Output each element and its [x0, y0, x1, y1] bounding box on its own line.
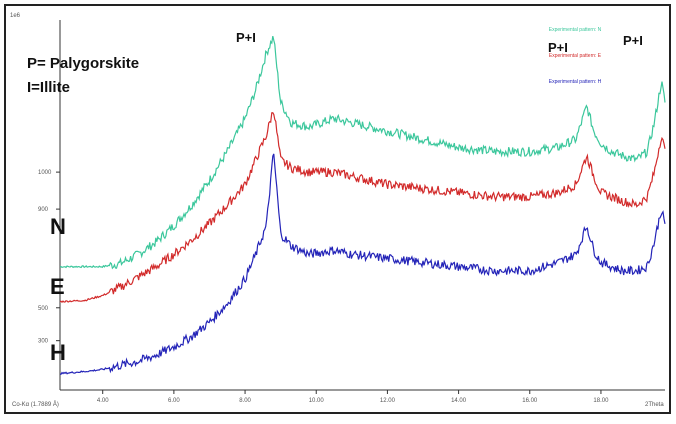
instrument-label: Co-Kα (1.7889 Å)	[12, 401, 59, 408]
legend-illite: I=Illite	[27, 79, 70, 96]
chart-border	[4, 4, 671, 414]
legend-entry-e: Experimental pattern: E	[549, 53, 602, 59]
sample-label-h: H	[50, 340, 66, 365]
x-ticks: 4.00 6.00 8.00 10.00 12.00 14.00 16.00 18.00	[97, 390, 609, 404]
series-layer	[59, 35, 666, 375]
x-tick-label: 18.00	[593, 398, 609, 404]
peak-label-3: P+I	[623, 33, 643, 48]
series-line-e	[59, 112, 666, 304]
legend-palygorskite: P= Palygorskite	[27, 55, 139, 72]
series-line-n	[59, 35, 666, 270]
x-tick-label: 6.00	[168, 398, 180, 404]
series-legend: Experimental pattern: N Experimental patt…	[549, 27, 602, 85]
x-tick-label: 16.00	[522, 398, 538, 404]
sample-label-n: N	[50, 214, 66, 239]
y-ticks: 1000 900 500 300	[38, 170, 60, 345]
x-unit-label: 2Theta	[645, 402, 664, 408]
series-line-h	[59, 153, 666, 375]
x-tick-label: 14.00	[451, 398, 467, 404]
y-tick-label: 900	[38, 207, 49, 213]
x-tick-label: 12.00	[380, 398, 396, 404]
x-tick-label: 10.00	[309, 398, 325, 404]
x-tick-label: 4.00	[97, 398, 109, 404]
y-tick-label: 1000	[38, 170, 52, 176]
x-tick-label: 8.00	[239, 398, 251, 404]
legend-entry-n: Experimental pattern: N	[549, 27, 602, 33]
peak-label-2: P+I	[548, 40, 568, 55]
sample-label-e: E	[50, 274, 65, 299]
legend-entry-h: Experimental pattern: H	[549, 79, 602, 85]
corner-label: 1e6	[10, 13, 21, 19]
y-tick-label: 300	[38, 339, 49, 345]
peak-label-1: P+I	[236, 30, 256, 45]
y-tick-label: 500	[38, 306, 49, 312]
